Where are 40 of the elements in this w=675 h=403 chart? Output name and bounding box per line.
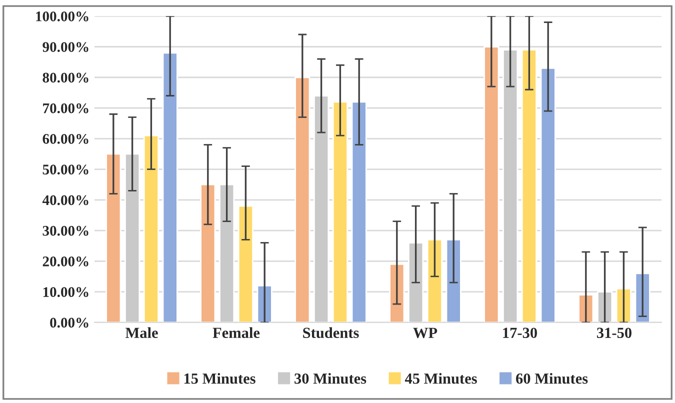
legend-label: 15 Minutes <box>184 372 256 384</box>
y-tick-label: 50.00% <box>42 164 88 175</box>
bar <box>351 101 367 322</box>
x-tick-label: 17-30 <box>503 328 537 338</box>
x-tick-label: WP <box>413 328 438 338</box>
bar <box>314 95 330 322</box>
bar <box>502 49 518 322</box>
y-tick-label: 30.00% <box>42 226 88 236</box>
bar <box>200 184 216 322</box>
bar <box>143 134 159 322</box>
y-tick-label: 10.00% <box>43 287 88 298</box>
bar <box>332 101 348 322</box>
y-tick-label: 20.00% <box>42 256 88 266</box>
legend-label: 30 Minutes <box>294 372 366 384</box>
bar <box>389 264 405 322</box>
bar <box>521 49 537 322</box>
bar <box>219 184 235 322</box>
bar <box>162 52 178 322</box>
bar <box>408 242 424 322</box>
y-tick-label: 90.00% <box>42 42 88 52</box>
y-tick-label: 40.00% <box>42 195 88 206</box>
bar <box>484 46 500 322</box>
y-tick-label: 0.00% <box>50 318 88 328</box>
bar <box>446 239 462 322</box>
bar <box>124 153 140 322</box>
x-tick-label: 31-50 <box>597 328 632 338</box>
bar <box>540 67 556 322</box>
y-tick-label: 60.00% <box>42 134 88 144</box>
legend-label: 60 Minutes <box>516 372 588 384</box>
y-tick-label: 80.00% <box>42 72 88 83</box>
bar <box>426 239 442 322</box>
bar <box>106 153 122 322</box>
x-tick-label: Male <box>125 327 158 338</box>
bar <box>238 205 254 322</box>
y-tick-label: 70.00% <box>43 103 88 114</box>
bar <box>294 76 310 322</box>
legend-label: 45 Minutes <box>404 372 477 384</box>
x-tick-label: Students <box>303 327 359 338</box>
y-tick-label: 100.00% <box>36 11 88 22</box>
x-tick-label: Female <box>212 327 260 338</box>
